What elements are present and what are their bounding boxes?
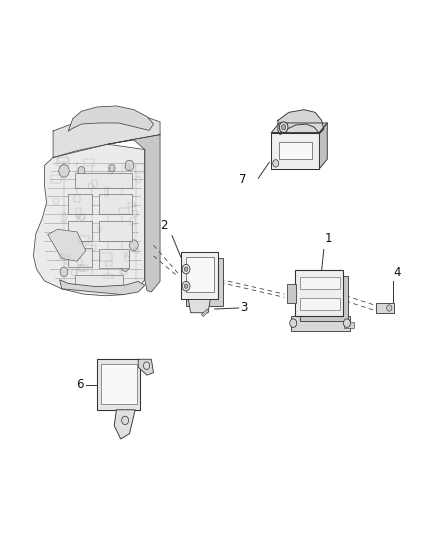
Bar: [99, 249, 130, 268]
Bar: [101, 364, 137, 405]
Bar: [376, 303, 394, 313]
Polygon shape: [68, 106, 153, 131]
Text: 1: 1: [325, 232, 332, 245]
Bar: [68, 194, 92, 214]
Polygon shape: [278, 110, 324, 135]
Bar: [68, 248, 92, 266]
Bar: [68, 221, 92, 241]
Circle shape: [60, 267, 68, 277]
Bar: [131, 217, 135, 225]
Circle shape: [184, 267, 188, 271]
Circle shape: [273, 160, 279, 167]
Circle shape: [78, 166, 85, 175]
Circle shape: [343, 319, 350, 327]
Bar: [57, 157, 68, 162]
Bar: [186, 257, 214, 292]
Circle shape: [282, 125, 286, 130]
Bar: [98, 227, 102, 231]
Bar: [92, 180, 97, 187]
Polygon shape: [48, 229, 86, 261]
Bar: [76, 208, 81, 216]
Polygon shape: [138, 359, 153, 375]
Circle shape: [184, 284, 188, 288]
Bar: [287, 284, 296, 303]
Polygon shape: [60, 280, 145, 295]
Circle shape: [182, 281, 190, 291]
Text: 6: 6: [76, 378, 84, 391]
Bar: [86, 245, 96, 250]
Circle shape: [125, 160, 134, 171]
Circle shape: [290, 319, 297, 327]
Bar: [279, 142, 312, 159]
Polygon shape: [114, 410, 135, 439]
Bar: [104, 273, 113, 278]
Bar: [272, 133, 319, 168]
Bar: [300, 298, 340, 310]
Bar: [99, 221, 132, 241]
Bar: [59, 254, 63, 260]
Bar: [75, 275, 123, 287]
Bar: [78, 265, 88, 271]
Circle shape: [387, 305, 392, 311]
Polygon shape: [108, 135, 160, 292]
Polygon shape: [319, 123, 327, 168]
Bar: [295, 270, 343, 316]
Bar: [78, 214, 85, 219]
Bar: [128, 203, 134, 207]
Circle shape: [121, 262, 129, 271]
Circle shape: [144, 362, 150, 369]
Bar: [57, 158, 69, 166]
Bar: [119, 208, 129, 214]
Bar: [125, 253, 131, 257]
Polygon shape: [53, 114, 160, 158]
Polygon shape: [188, 300, 210, 313]
Bar: [300, 276, 348, 321]
Bar: [135, 164, 144, 173]
Bar: [99, 194, 132, 214]
Bar: [344, 322, 354, 328]
Bar: [65, 255, 69, 264]
Polygon shape: [33, 144, 145, 296]
Circle shape: [59, 165, 69, 177]
Bar: [62, 213, 66, 222]
Bar: [79, 236, 88, 244]
Bar: [120, 270, 127, 274]
Text: 2: 2: [160, 219, 168, 232]
Polygon shape: [201, 309, 209, 317]
Bar: [74, 195, 80, 202]
Circle shape: [122, 416, 129, 425]
Text: 4: 4: [394, 266, 401, 279]
Bar: [51, 175, 61, 183]
Bar: [291, 316, 350, 330]
Bar: [186, 258, 223, 306]
Polygon shape: [97, 359, 141, 410]
Bar: [181, 252, 218, 300]
Bar: [97, 359, 141, 410]
Text: 7: 7: [239, 173, 246, 187]
Circle shape: [130, 240, 138, 251]
Polygon shape: [272, 123, 327, 133]
Bar: [75, 173, 132, 188]
Circle shape: [182, 264, 190, 274]
Text: 3: 3: [240, 301, 247, 314]
Circle shape: [279, 122, 288, 133]
Bar: [300, 277, 340, 289]
Circle shape: [109, 165, 115, 172]
Bar: [105, 187, 108, 196]
Bar: [100, 253, 112, 261]
Circle shape: [59, 245, 69, 256]
Bar: [85, 159, 94, 166]
Bar: [106, 261, 112, 266]
